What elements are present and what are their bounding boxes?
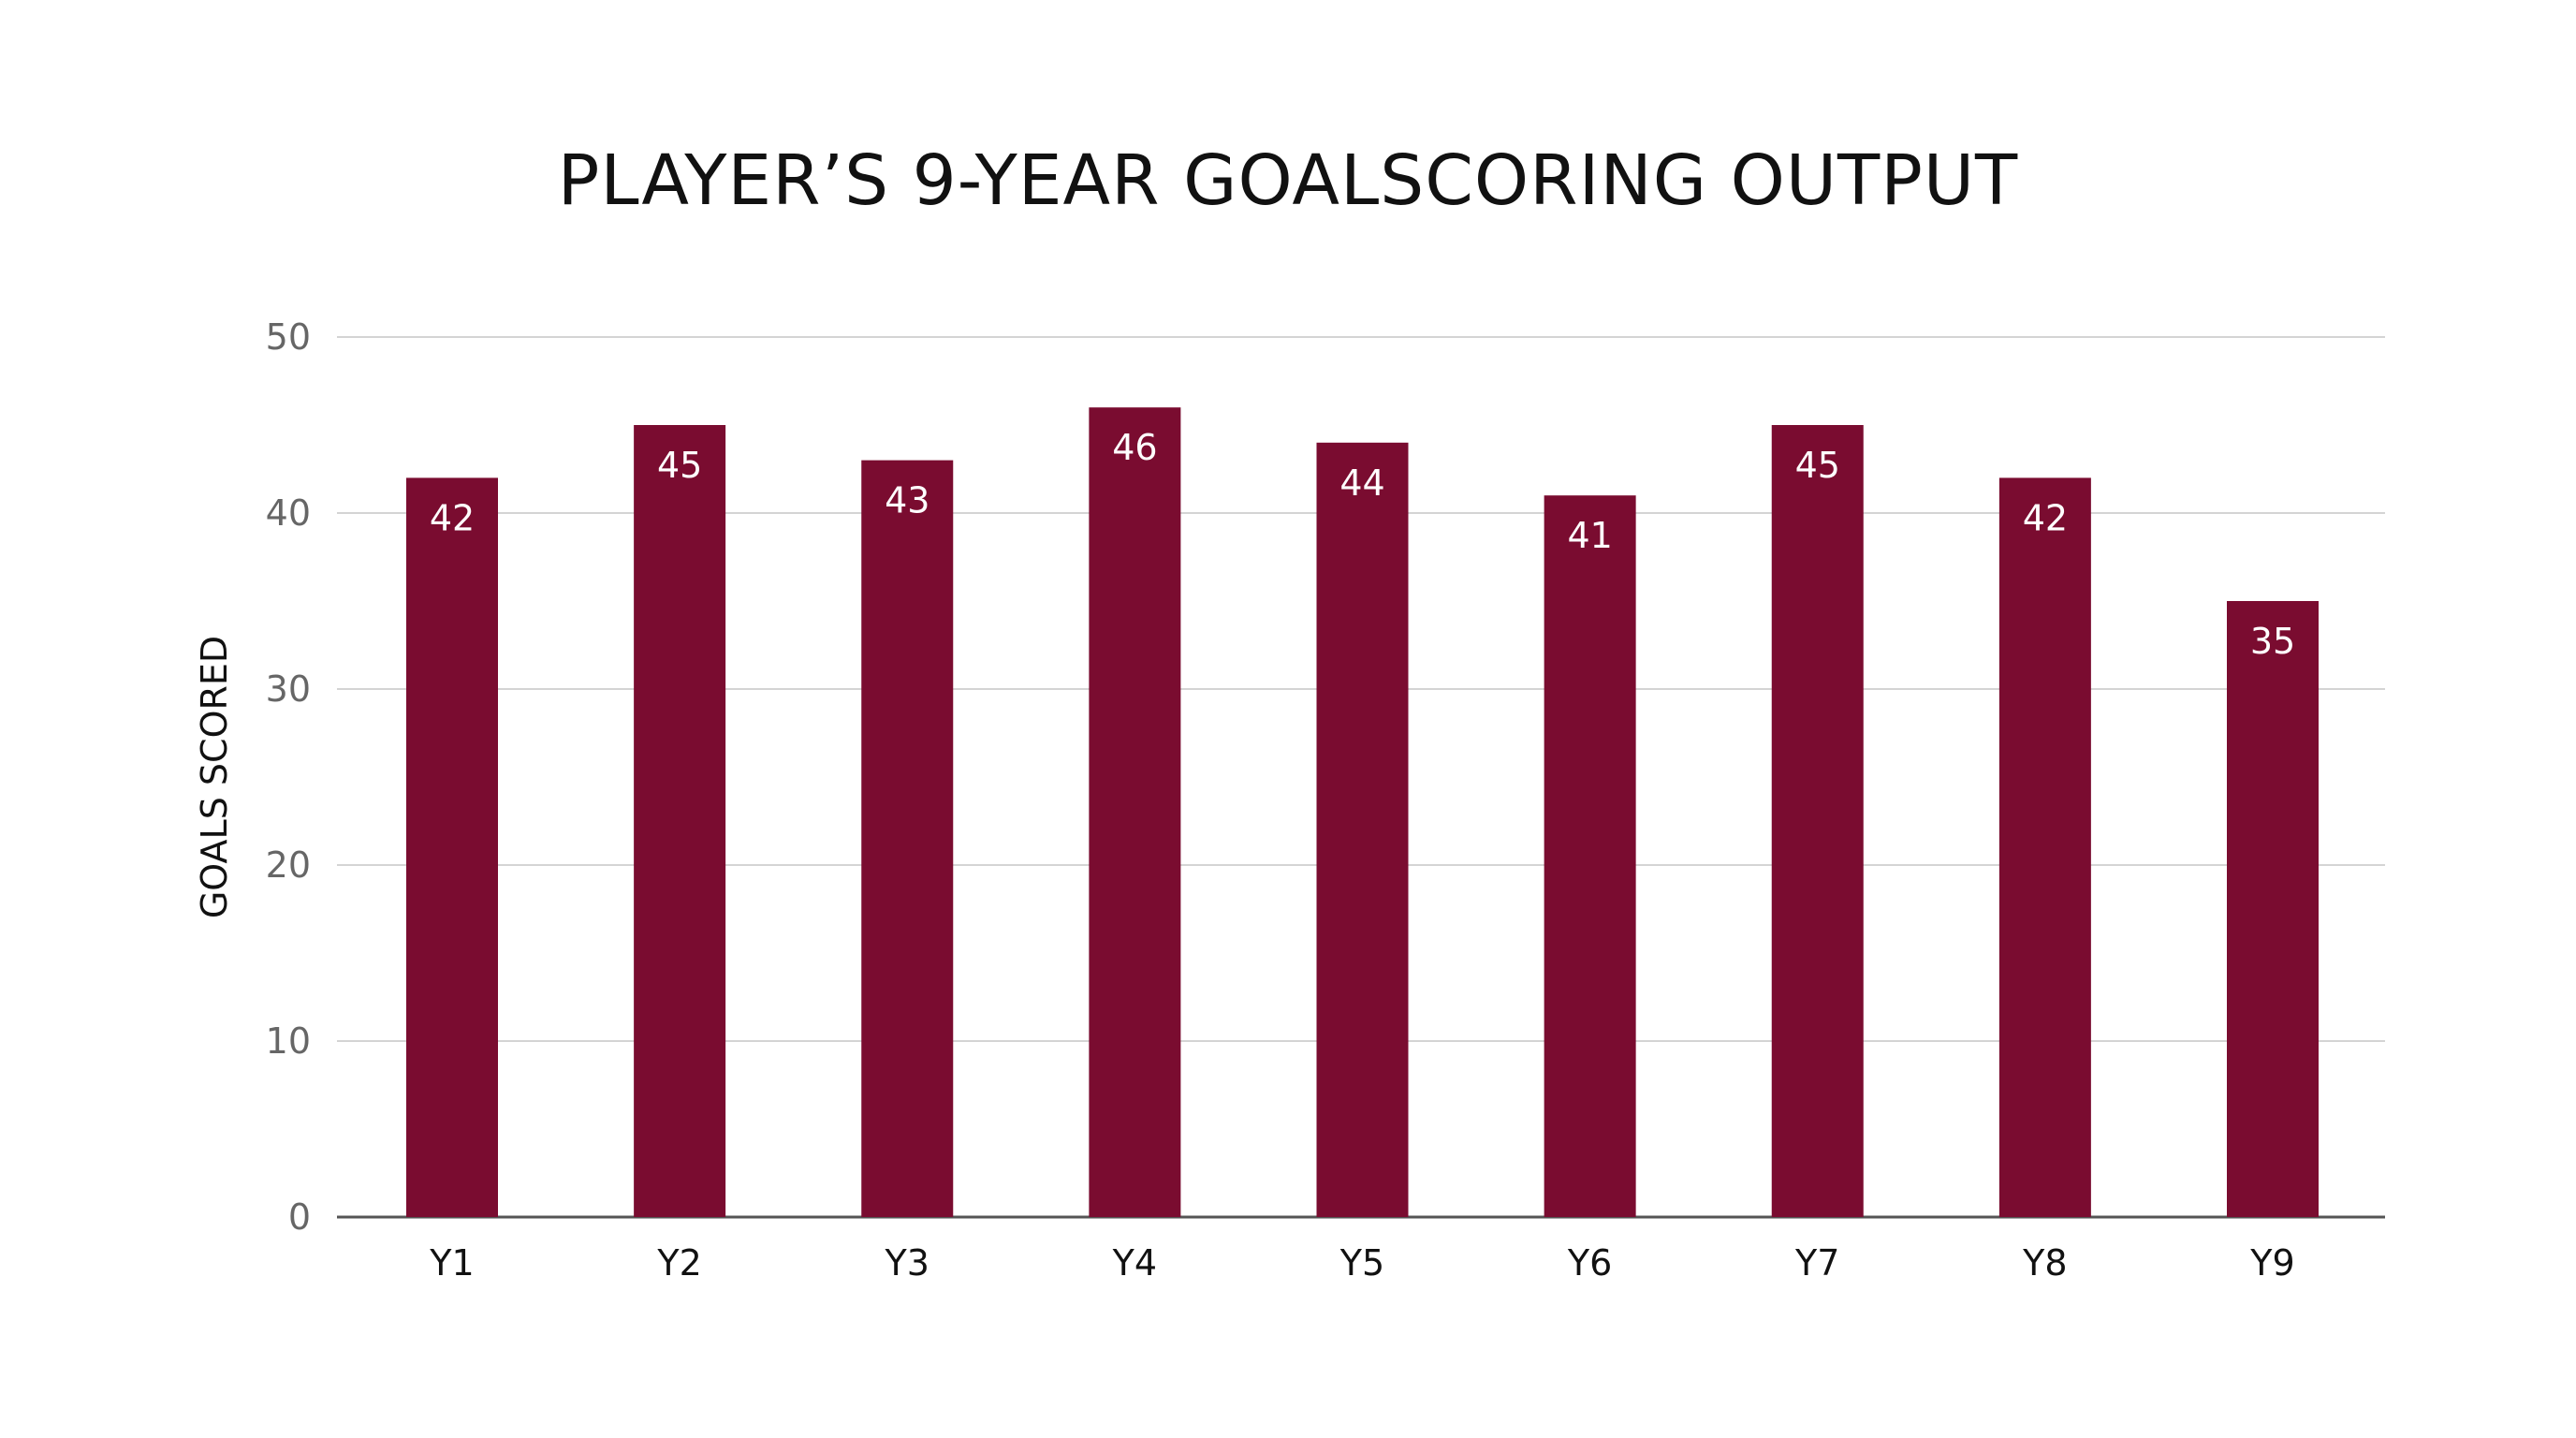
x-tick-label-y7: Y7 (1794, 1242, 1839, 1284)
x-tick-label-y2: Y2 (656, 1242, 701, 1284)
chart-title: PLAYER’S 9-YEAR GOALSCORING OUTPUT (558, 140, 2018, 221)
bar-y1 (406, 477, 498, 1217)
x-tick-label-y3: Y3 (885, 1242, 929, 1284)
x-tick-label-y6: Y6 (1567, 1242, 1612, 1284)
y-tick-label-40: 40 (266, 492, 311, 534)
y-tick-label-50: 50 (266, 316, 311, 358)
bars (406, 407, 2319, 1218)
bar-value-label-y7: 45 (1795, 445, 1840, 486)
bar-value-label-y3: 43 (885, 480, 929, 521)
bar-y3 (861, 460, 954, 1218)
x-tick-label-y5: Y5 (1339, 1242, 1384, 1284)
x-axis-ticks: Y1 Y2 Y3 Y4 Y5 Y6 Y7 Y8 Y9 (429, 1242, 2294, 1284)
bar-y7 (1771, 425, 1864, 1217)
bar-y9 (2227, 601, 2319, 1217)
bar-value-label-y1: 42 (430, 497, 475, 538)
y-tick-label-30: 30 (266, 668, 311, 710)
x-tick-label-y8: Y8 (2022, 1242, 2067, 1284)
bar-y4 (1089, 407, 1181, 1217)
x-tick-label-y4: Y4 (1112, 1242, 1157, 1284)
bar-y8 (1998, 477, 2091, 1217)
bar-value-label-y2: 45 (657, 445, 702, 486)
y-axis-ticks: 0 10 20 30 40 50 (266, 316, 311, 1238)
bar-value-label-y9: 35 (2250, 621, 2295, 662)
y-tick-label-0: 0 (288, 1196, 311, 1238)
y-tick-label-20: 20 (266, 844, 311, 886)
bar-y2 (634, 425, 726, 1217)
y-tick-label-10: 10 (266, 1020, 311, 1062)
x-tick-label-y9: Y9 (2249, 1242, 2294, 1284)
bar-value-label-y6: 41 (1567, 515, 1612, 556)
x-tick-label-y1: Y1 (429, 1242, 474, 1284)
bar-value-label-y4: 46 (1112, 427, 1157, 468)
bar-value-label-y8: 42 (2023, 497, 2068, 538)
bar-y6 (1544, 495, 1636, 1217)
bar-value-label-y5: 44 (1339, 462, 1384, 504)
y-axis-label: GOALS SCORED (194, 636, 235, 918)
bar-value-labels: 42 45 43 46 44 41 45 42 35 (430, 427, 2295, 662)
bar-y5 (1316, 442, 1409, 1217)
